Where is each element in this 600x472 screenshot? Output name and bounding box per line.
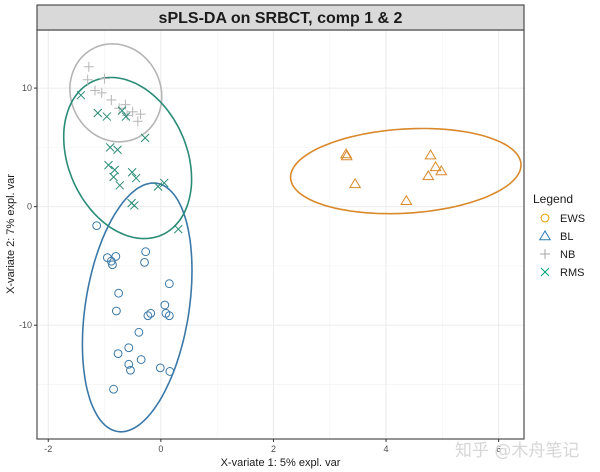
rms-ellipse — [62, 76, 193, 240]
triangle-marker-icon — [429, 160, 442, 172]
triangle-marker-icon — [422, 169, 435, 181]
data-points — [76, 61, 448, 394]
plus-marker-icon — [96, 87, 107, 98]
bl-ellipse — [81, 182, 193, 433]
cross-marker-icon — [140, 133, 150, 143]
cross-marker-icon — [153, 182, 163, 191]
plus-marker-icon — [120, 99, 131, 110]
x-axis-label: X-variate 1: 5% expl. var — [221, 457, 341, 469]
cross-marker-icon — [540, 267, 550, 277]
plus-marker-icon — [127, 106, 138, 117]
cross-marker-icon — [173, 224, 183, 234]
plus-marker-icon — [89, 85, 100, 96]
grid-lines — [37, 30, 524, 439]
triangle-marker-icon — [348, 177, 362, 189]
legend-label: RMS — [560, 267, 584, 279]
plus-marker-icon — [106, 94, 117, 105]
circle-marker-icon — [164, 311, 174, 321]
triangle-marker-icon — [424, 149, 437, 160]
cross-marker-icon — [113, 145, 122, 155]
cross-marker-icon — [76, 90, 86, 100]
circle-marker-icon — [540, 213, 550, 223]
triangle-marker-icon — [538, 230, 552, 241]
circle-marker-icon — [111, 252, 121, 261]
triangle-marker-icon — [400, 194, 413, 205]
triangle-marker-icon — [435, 164, 448, 176]
circle-marker-icon — [106, 256, 116, 266]
legend-label: EWS — [560, 213, 585, 225]
plus-marker-icon — [83, 61, 94, 72]
cross-marker-icon — [105, 143, 115, 152]
circle-marker-icon — [108, 260, 117, 270]
cross-marker-icon — [159, 178, 169, 188]
y-tick-label: -10 — [19, 320, 32, 330]
cross-marker-icon — [117, 106, 127, 115]
cross-marker-icon — [121, 112, 131, 121]
circle-marker-icon — [134, 327, 144, 337]
circle-marker-icon — [146, 308, 156, 318]
y-axis-ticks: -10 0 10 — [19, 83, 37, 330]
cross-marker-icon — [109, 172, 118, 182]
nb-ellipse — [69, 43, 163, 143]
legend-item-rms: RMS — [540, 267, 584, 279]
plus-marker-icon — [135, 109, 146, 120]
triangle-marker-icon — [339, 148, 353, 159]
x-axis-ticks: -2 0 2 4 6 — [44, 439, 501, 454]
legend-item-nb: NB — [540, 249, 575, 261]
x-tick-label: 0 — [158, 444, 163, 454]
x-tick-label: 6 — [496, 444, 501, 454]
circle-marker-icon — [165, 367, 175, 376]
chart-title: sPLS-DA on SRBCT, comp 1 & 2 — [159, 10, 403, 27]
circle-marker-icon — [160, 300, 170, 310]
circle-marker-icon — [92, 221, 102, 231]
legend-label: BL — [560, 231, 573, 243]
cross-marker-icon — [131, 173, 141, 183]
x-tick-label: -2 — [44, 444, 52, 454]
y-axis-label: X-variate 2: 7% expl. var — [5, 174, 17, 294]
ews-ellipse — [289, 127, 522, 215]
circle-marker-icon — [155, 363, 165, 373]
cross-marker-icon — [127, 167, 137, 177]
plus-marker-icon — [99, 73, 110, 84]
legend: Legend EWS BL NB RMS — [533, 192, 585, 279]
confidence-ellipses — [62, 43, 522, 433]
circle-marker-icon — [109, 384, 118, 394]
legend-title: Legend — [533, 192, 573, 206]
cross-marker-icon — [110, 165, 120, 175]
circle-marker-icon — [113, 349, 123, 359]
watermark: 知乎 @木舟笔记 — [455, 441, 580, 461]
cross-marker-icon — [93, 108, 103, 118]
x-tick-label: 4 — [384, 444, 389, 454]
legend-item-bl: BL — [538, 230, 573, 243]
circle-marker-icon — [124, 343, 134, 353]
legend-item-ews: EWS — [540, 213, 585, 225]
circle-marker-icon — [141, 247, 151, 257]
cross-marker-icon — [130, 201, 139, 210]
plus-marker-icon — [540, 249, 550, 259]
cross-marker-icon — [102, 112, 112, 121]
triangle-marker-icon — [340, 150, 353, 161]
circle-marker-icon — [164, 279, 174, 289]
title-strip — [36, 4, 525, 31]
circle-marker-icon — [126, 365, 135, 375]
plot-panel — [37, 30, 524, 439]
cross-marker-icon — [104, 160, 113, 170]
plus-marker-icon — [82, 74, 93, 85]
x-tick-label: 2 — [271, 444, 276, 454]
plus-marker-icon — [132, 116, 143, 127]
legend-label: NB — [560, 249, 575, 261]
circle-marker-icon — [111, 306, 121, 316]
circle-marker-icon — [140, 257, 149, 267]
circle-marker-icon — [114, 288, 124, 298]
circle-marker-icon — [143, 311, 153, 321]
cross-marker-icon — [115, 180, 125, 190]
circle-marker-icon — [136, 355, 146, 364]
y-tick-label: 10 — [22, 83, 32, 93]
circle-marker-icon — [124, 359, 134, 369]
y-tick-label: 0 — [27, 202, 32, 212]
